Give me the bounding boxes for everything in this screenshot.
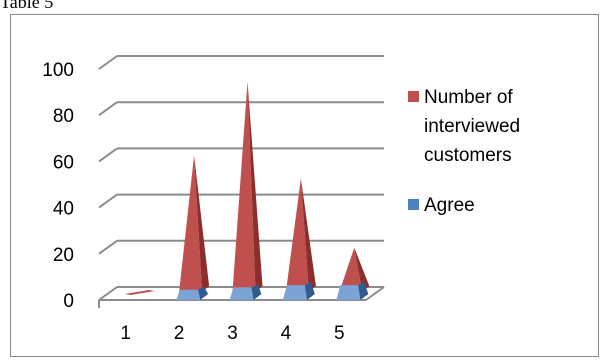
bar-series-1 (232, 81, 263, 292)
bar-series-2 (229, 284, 262, 300)
legend-label-line: Agree (424, 195, 475, 216)
table-caption: Table 5 (0, 0, 54, 12)
legend-swatch (408, 199, 419, 210)
legend-entry: Agree (408, 195, 475, 216)
bar-series-2 (176, 286, 209, 300)
x-tick-label: 5 (334, 323, 345, 344)
bar-series-1 (339, 247, 370, 292)
legend-label-line: customers (424, 145, 512, 166)
gridline (98, 55, 384, 70)
bar-series-1 (285, 178, 316, 292)
y-tick-label: 80 (53, 106, 74, 127)
y-tick-label: 40 (53, 199, 74, 220)
bar-series-2 (282, 282, 315, 300)
y-axis-ticks: 0 20 40 60 80 100 (42, 60, 74, 312)
gridline (98, 147, 384, 163)
y-tick-label: 60 (53, 152, 74, 173)
gridline (98, 101, 384, 117)
legend-swatch (408, 91, 419, 102)
x-axis-ticks: 1 2 3 4 5 (120, 323, 344, 344)
y-tick-label: 100 (42, 60, 74, 81)
bars-layer (124, 81, 370, 300)
x-tick-label: 2 (174, 323, 185, 344)
legend-entry: Number of interviewed customers (408, 87, 520, 166)
legend: Number of interviewed customers Agree (408, 87, 520, 216)
floor-right-edge (365, 286, 385, 301)
y-tick-label: 20 (53, 245, 74, 266)
y-tick-label: 0 (63, 291, 74, 312)
chart-frame: 0 20 40 60 80 100 1 2 3 4 5 Number of interviewed c… (10, 14, 599, 357)
x-tick-label: 3 (227, 323, 238, 344)
legend-label-line: Number of (424, 87, 513, 108)
pyramid-chart: 0 20 40 60 80 100 1 2 3 4 5 Number of interviewed c… (42, 55, 520, 344)
legend-label-line: interviewed (424, 116, 520, 137)
bar-series-2 (336, 282, 369, 300)
bar-series-1 (179, 155, 210, 292)
x-tick-label: 1 (120, 323, 131, 344)
bar-series-1 (124, 290, 155, 295)
x-tick-label: 4 (281, 323, 292, 344)
